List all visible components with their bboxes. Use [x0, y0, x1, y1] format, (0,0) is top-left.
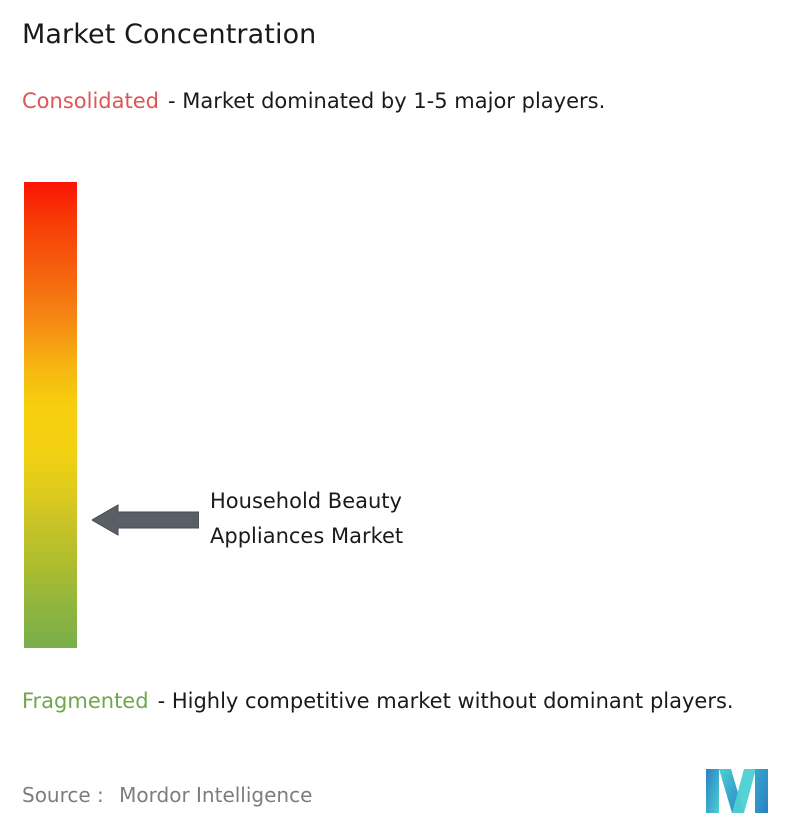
arrow-left-icon [90, 502, 200, 538]
legend-fragmented-keyword: Fragmented [22, 689, 149, 713]
mordor-intelligence-logo [706, 769, 768, 813]
market-callout: Household Beauty Appliances Market [90, 484, 512, 556]
source-name: Mordor Intelligence [119, 783, 313, 807]
legend-fragmented: Fragmented - Highly competitive market wi… [22, 686, 790, 717]
gradient-fill [24, 182, 77, 648]
source-label: Source : [22, 783, 104, 807]
legend-consolidated-keyword: Consolidated [22, 89, 159, 113]
concentration-scale-bar [24, 182, 77, 648]
legend-fragmented-description: - Highly competitive market without domi… [157, 689, 734, 713]
callout-label: Household Beauty Appliances Market [210, 489, 404, 548]
page-title: Market Concentration [22, 19, 317, 50]
legend-consolidated: Consolidated - Market dominated by 1-5 ma… [22, 86, 774, 117]
source-credit: Source : Mordor Intelligence [22, 782, 312, 808]
legend-consolidated-description: - Market dominated by 1-5 major players. [167, 89, 606, 113]
